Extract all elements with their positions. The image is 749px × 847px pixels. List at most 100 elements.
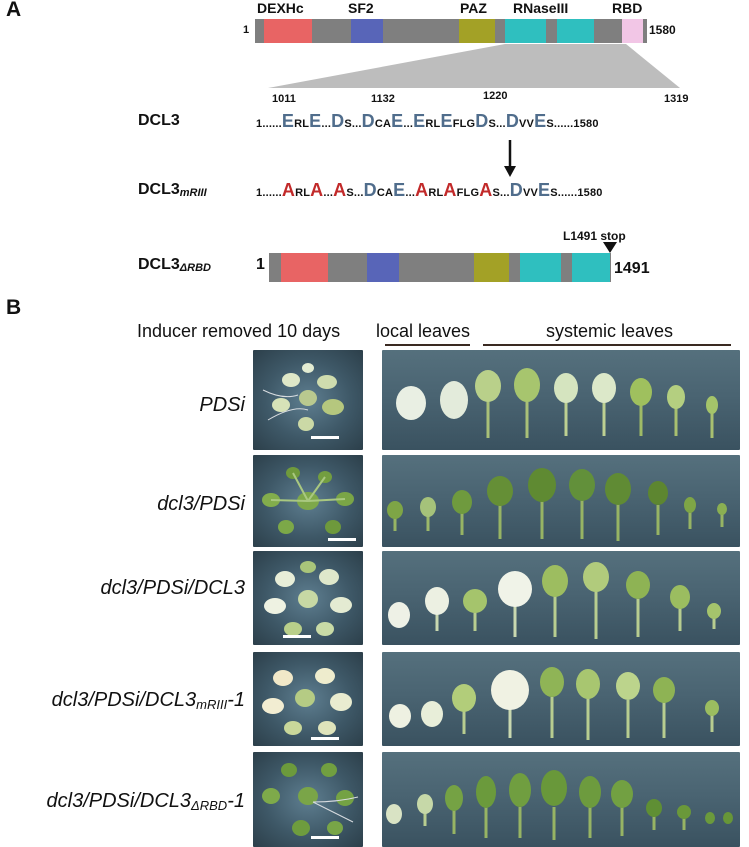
genotype-suffix: -1 [227,689,245,711]
position-1011: 1011 [272,93,296,105]
seq-text: FLG [452,118,476,130]
genotype-subscript: ΔRBD [191,798,228,813]
residue: D [475,111,489,131]
seq-text: FLG [456,187,480,199]
genotype-name: PDSi [199,394,245,416]
dcl3-sequence: 1......ERLE...DS...DCAE...ERLEFLGDS...DV… [256,111,599,132]
whole-plant-photo [253,551,363,645]
panel-a-label: A [6,0,22,21]
detached-leaves-photo [382,652,740,746]
scale-bar [328,538,356,541]
residue: E [281,111,295,131]
leaf-row [386,770,733,840]
detached-leaves-photo [382,752,740,847]
seq-text: S......1580 [550,187,603,199]
leaf-row [388,562,721,639]
rnaseiii-b-domain [572,253,610,282]
residue: D [361,111,375,131]
seq-text: S... [346,187,364,199]
paz-domain [474,253,509,282]
mutant-residue: A [310,180,324,200]
residue: E [413,111,426,131]
genotype-name: dcl3/PDSi [157,493,245,515]
truncation-end: 1491 [614,260,650,277]
genotype-name: dcl3/PDSi/DCL3 [46,790,192,812]
zoom-wedge-shape [268,44,680,88]
position-1220: 1220 [483,90,508,102]
scale-bar [283,635,311,638]
leaves [389,667,719,740]
mutation-arrow-icon [504,140,516,177]
local-leaves-bracket [385,344,470,346]
leaves [387,468,727,541]
seq-text: ... [403,118,414,130]
rosette [262,763,359,836]
rnaseiii-a-domain [520,253,561,282]
dcl3-rbd-label-sub: ΔRBD [179,262,211,274]
genotype-label: dcl3/PDSi/DCL3ΔRBD-1 [0,790,245,813]
residue: D [363,180,377,200]
genotype-label: dcl3/PDSi/DCL3mRIII-1 [0,689,245,712]
mutant-residue: A [333,180,347,200]
seq-text: VV [519,118,535,130]
leaves [396,368,718,438]
whole-plant-photo [253,455,363,547]
seq-text: ... [405,187,416,199]
stop-triangle-icon [603,242,617,253]
whole-plant-photo [253,350,363,450]
rosette [262,668,352,735]
dcl3-label: DCL3 [138,112,180,129]
dcl3-mriii-label: DCL3mRIII [138,181,207,199]
seq-text: S... [488,118,506,130]
residue: E [393,180,406,200]
mutant-residue: A [443,180,457,200]
seq-text: 1...... [256,187,282,199]
rosette [262,467,354,534]
rosette [262,363,344,431]
seq-text: CA [374,118,392,130]
rosette [264,561,352,636]
domain-label-paz: PAZ [460,0,487,16]
rnaseiii-a-domain [505,19,546,43]
stop-label: L1491 stop [563,229,626,243]
rosette-leaves [262,668,352,735]
whole-plant-photo [253,752,363,847]
seq-text: CA [376,187,394,199]
detached-leaves-photo [382,350,740,450]
dexhc-domain [281,253,328,282]
rosette-leaves [262,467,354,534]
seq-text: RL [295,187,311,199]
residue: D [509,180,523,200]
rosette-leaves [264,561,352,636]
dcl3-rbd-label-main: DCL3 [138,256,180,273]
leaf-row [389,667,719,740]
residue: E [534,111,547,131]
rnaseiii-b-domain [557,19,594,43]
genotype-label: dcl3/PDSi [0,493,245,516]
dcl3-mriii-label-sub: mRIII [179,187,207,199]
genotype-name: dcl3/PDSi/DCL3 [51,689,197,711]
rosette-leaves [262,363,344,431]
header-systemic-leaves: systemic leaves [546,321,674,341]
scale-bar [311,737,339,740]
residue: E [309,111,322,131]
detached-leaves-photo [382,455,740,547]
dcl3-rbd-label: DCL3ΔRBD [138,256,211,274]
leaves [388,562,721,639]
genotype-subscript: mRIII [196,697,228,712]
seq-text: ... [323,187,334,199]
leaf-row [387,468,727,541]
seq-text: S... [344,118,362,130]
residue: D [331,111,345,131]
dcl3-mriii-label-main: DCL3 [138,181,180,198]
dcl3-protein-bar [255,19,647,43]
whole-plant-photo [253,652,363,746]
seq-text: RL [425,118,441,130]
leaf-row [396,368,718,438]
detached-leaves-photo [382,551,740,645]
residue: D [505,111,520,131]
position-1319: 1319 [664,93,689,105]
seq-text: ... [321,118,332,130]
rbd-domain [622,19,643,43]
header-local-leaves: local leaves [376,321,471,341]
